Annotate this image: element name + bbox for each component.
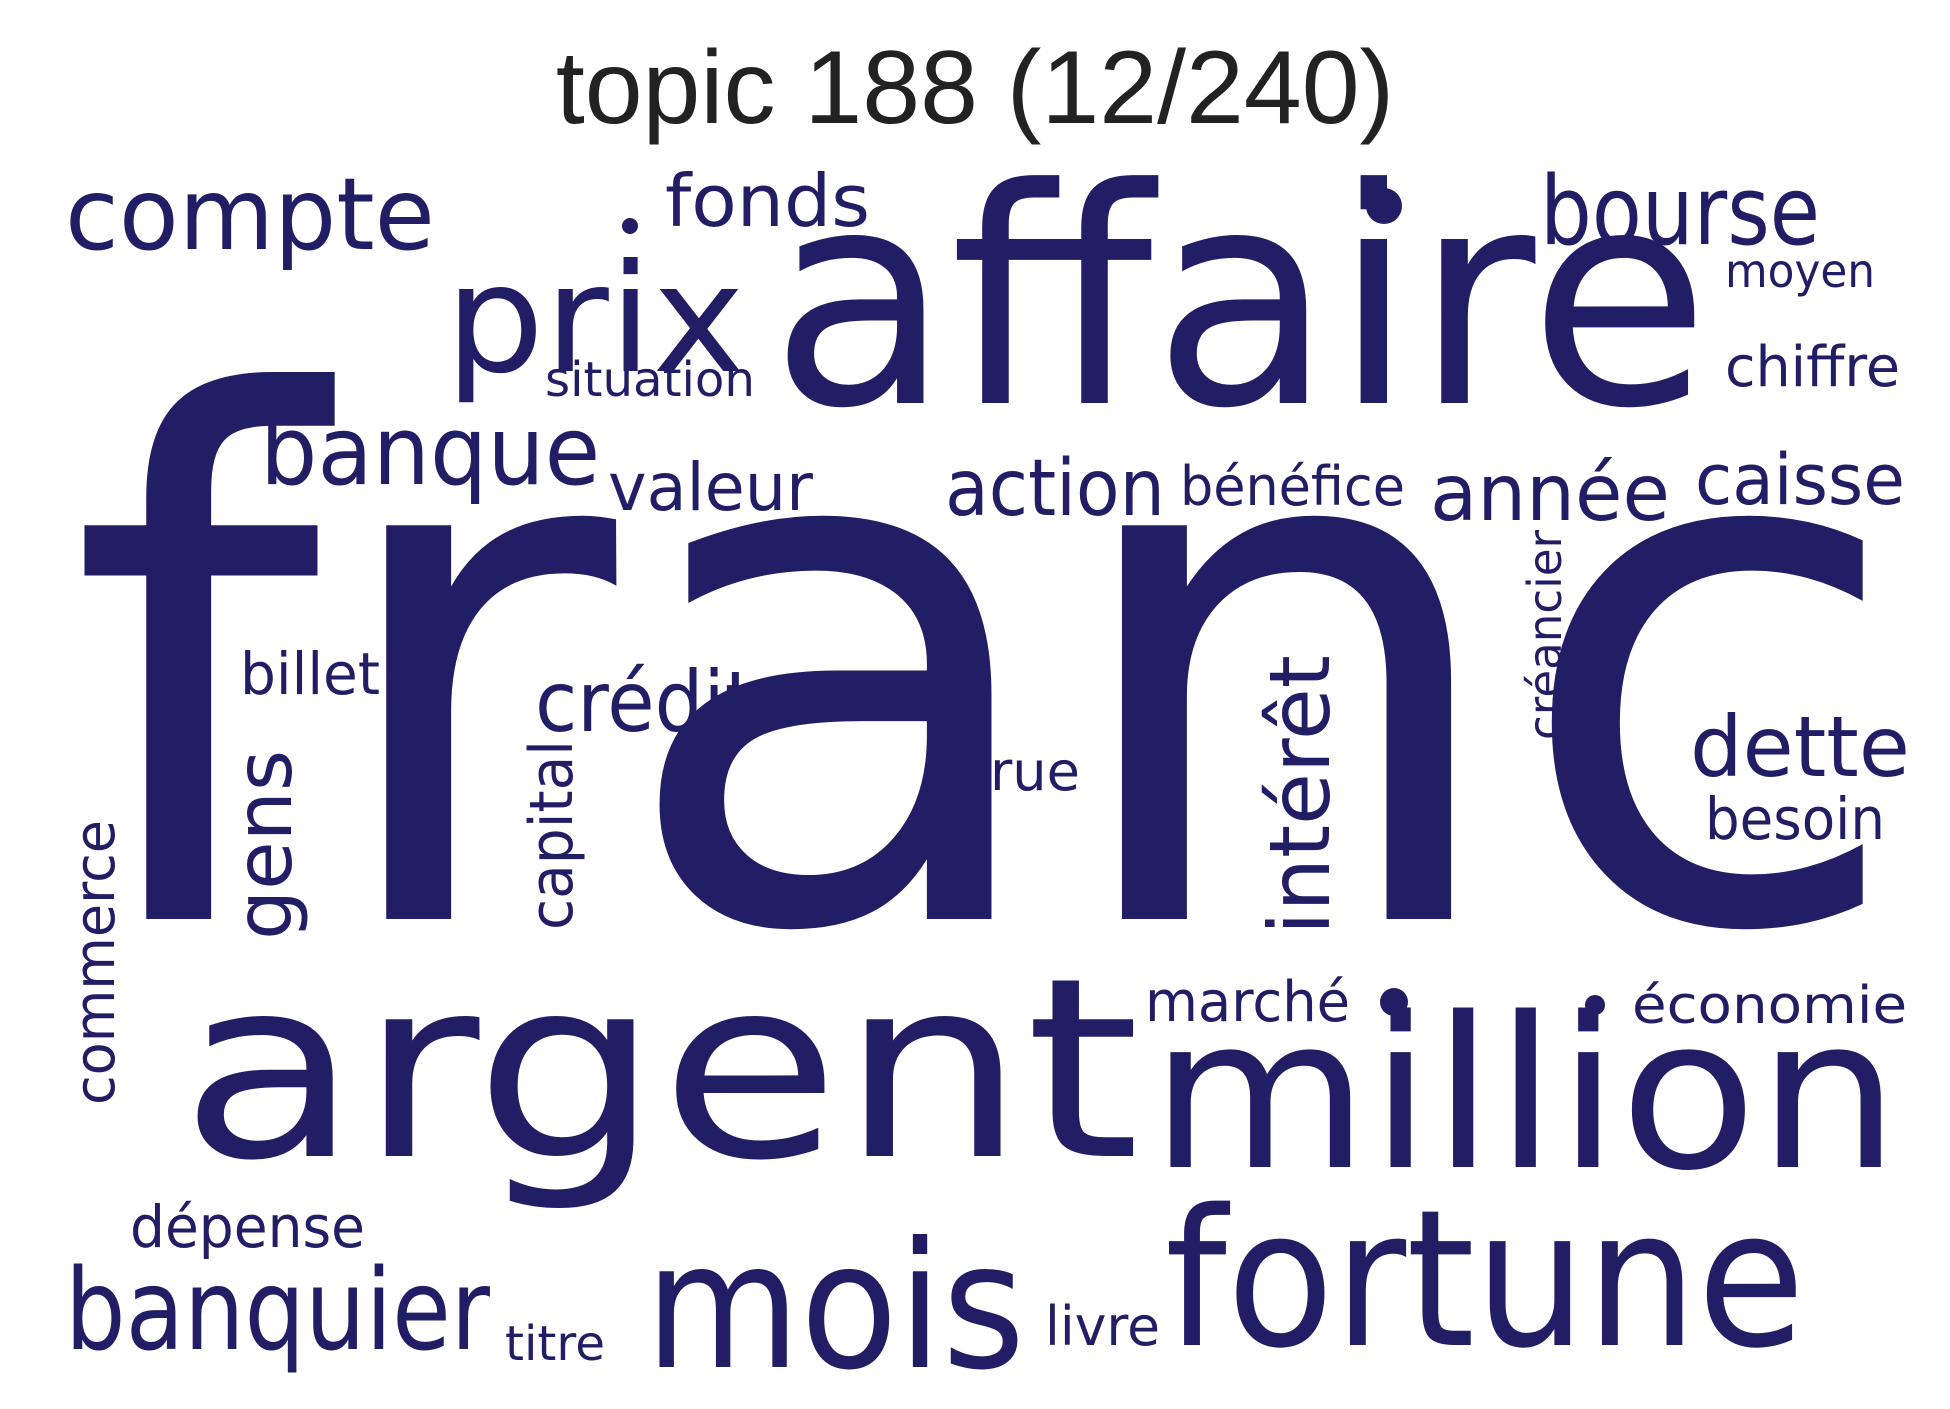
word-fonds: fonds: [665, 159, 870, 243]
word-banque: banque: [260, 397, 601, 507]
word-chiffre: chiffre: [1725, 335, 1901, 400]
word-marche: marché: [1145, 970, 1351, 1035]
word-bourse: bourse: [1540, 157, 1821, 267]
word-franc: franc: [68, 251, 1908, 1089]
word-creancier: créancier: [1518, 529, 1572, 740]
cloud-title: topic 188 (12/240): [555, 30, 1395, 146]
dot-mark: [622, 218, 638, 234]
word-besoin: besoin: [1705, 785, 1885, 853]
word-commerce: commerce: [63, 820, 128, 1105]
word-argent: argent: [180, 924, 1141, 1215]
word-economie: économie: [1632, 976, 1908, 1036]
word-mois: mois: [645, 1206, 1026, 1409]
word-moyen: moyen: [1725, 244, 1876, 298]
word-affaire: affaire: [770, 125, 1710, 474]
word-billet: billet: [240, 640, 381, 708]
word-credit: crédit: [535, 653, 755, 751]
word-livre: livre: [1045, 1295, 1161, 1358]
word-benefice: bénéfice: [1180, 455, 1405, 518]
word-depense: dépense: [130, 1193, 366, 1261]
word-interet: intérêt: [1251, 655, 1349, 935]
word-situation: situation: [545, 352, 755, 408]
word-fortune: fortune: [1165, 1169, 1806, 1390]
word-million: million: [1150, 972, 1900, 1217]
word-annee: année: [1430, 449, 1670, 539]
dot-mark: [1380, 988, 1408, 1016]
word-compte: compte: [65, 156, 435, 273]
word-action: action: [945, 444, 1165, 534]
word-caisse: caisse: [1695, 439, 1905, 521]
word-capital: capital: [517, 740, 587, 930]
word-banquier: banquier: [65, 1246, 491, 1376]
word-gens: gens: [220, 749, 310, 940]
word-titre: titre: [505, 1316, 605, 1372]
word-rue: rue: [990, 740, 1081, 803]
dot-mark: [1366, 188, 1402, 224]
dot-mark: [1585, 995, 1605, 1015]
word-prix: prix: [445, 233, 745, 407]
word-valeur: valeur: [608, 449, 813, 526]
word-dette: dette: [1690, 698, 1910, 796]
